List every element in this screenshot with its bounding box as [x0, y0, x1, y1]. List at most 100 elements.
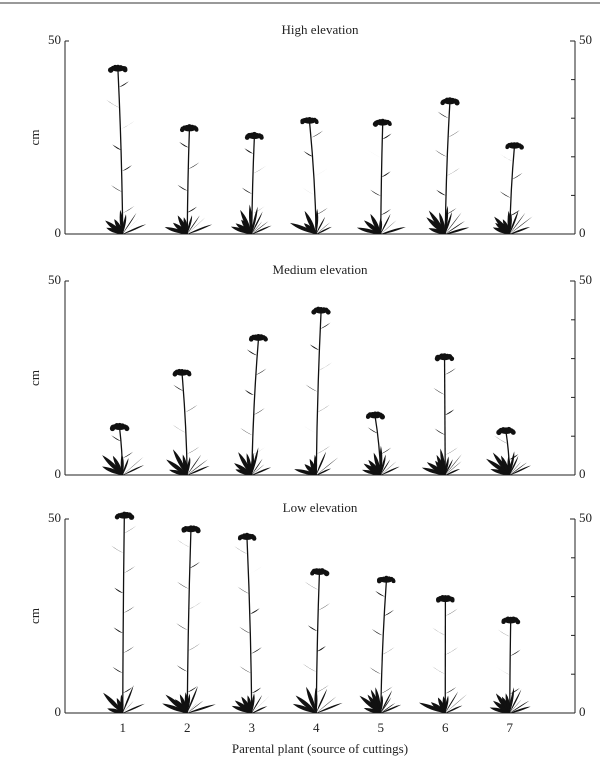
- leaf: [187, 701, 199, 713]
- leaf: [289, 222, 317, 234]
- leaf: [380, 459, 390, 475]
- stem: [380, 581, 388, 714]
- flower-head: [504, 618, 517, 624]
- plant: [489, 616, 531, 714]
- x-tick-label: 6: [442, 720, 449, 735]
- flower-head: [315, 308, 328, 314]
- leaf: [316, 457, 339, 475]
- flower-head: [508, 143, 521, 149]
- flower: [248, 337, 254, 342]
- stem-leaf: [123, 606, 135, 614]
- flower: [244, 135, 250, 140]
- flower-head: [443, 99, 456, 105]
- leaf: [486, 458, 510, 475]
- stem-leaf: [251, 647, 262, 654]
- leaf: [509, 451, 515, 475]
- plant: [421, 353, 462, 476]
- y-axis-label: cm: [27, 130, 42, 146]
- flower: [181, 528, 186, 533]
- leaf: [509, 462, 527, 475]
- leaf: [179, 694, 188, 713]
- stem: [122, 517, 125, 714]
- stem-leaf: [433, 387, 445, 395]
- stem-leaf: [122, 646, 135, 654]
- flower-head: [303, 118, 316, 124]
- stem-leaf: [509, 454, 519, 460]
- stem-leaf: [311, 130, 324, 138]
- stem-leaf: [446, 167, 460, 177]
- leaf: [251, 211, 263, 234]
- stem-leaf: [179, 141, 189, 148]
- stem-leaf: [368, 150, 382, 159]
- leaf: [316, 451, 327, 475]
- leaf: [106, 227, 123, 234]
- leaf: [363, 707, 381, 714]
- stem-leaf: [239, 666, 252, 674]
- y-tick-label: 0: [55, 466, 62, 481]
- leaf: [505, 693, 510, 713]
- plant: [105, 64, 147, 235]
- leaf: [187, 224, 213, 234]
- leaf: [509, 212, 526, 234]
- leaf: [426, 462, 446, 475]
- leaf: [247, 695, 252, 713]
- stem-leaf: [496, 667, 510, 675]
- leaf: [380, 466, 400, 475]
- leaf: [304, 464, 317, 475]
- stem-leaf: [244, 148, 254, 154]
- leaf: [309, 458, 317, 475]
- stem-leaf: [499, 191, 511, 198]
- flower: [501, 619, 506, 624]
- leaf: [380, 226, 406, 234]
- leaf: [122, 703, 145, 713]
- stem-leaf: [509, 688, 520, 694]
- flower-head: [176, 370, 189, 376]
- y2-tick-label: 50: [579, 272, 592, 287]
- leaf: [122, 212, 137, 234]
- stem-leaf: [123, 566, 136, 574]
- plant: [361, 411, 400, 476]
- stem-leaf: [375, 590, 385, 597]
- plant: [164, 124, 213, 235]
- leaf: [182, 454, 188, 475]
- leaf: [445, 459, 453, 475]
- leaf: [166, 459, 188, 475]
- stem-leaf: [176, 623, 188, 631]
- leaf: [187, 700, 204, 713]
- leaf: [122, 685, 134, 713]
- flower: [440, 100, 445, 106]
- stem-leaf: [383, 609, 395, 616]
- stem-leaf: [369, 667, 382, 675]
- leaf: [500, 455, 510, 475]
- y-tick-label: 50: [48, 32, 61, 47]
- stem-leaf: [119, 81, 129, 88]
- leaf: [241, 696, 252, 713]
- leaf: [439, 212, 446, 234]
- leaf: [303, 223, 317, 234]
- leaf: [363, 220, 381, 234]
- stem-leaf: [122, 165, 132, 172]
- stem-leaf: [122, 687, 133, 694]
- flower-head: [500, 428, 513, 434]
- leaf: [361, 469, 381, 476]
- stem-leaf: [445, 447, 458, 455]
- y2-tick-label: 50: [579, 32, 592, 47]
- panel-title: Medium elevation: [273, 262, 368, 277]
- leaf: [234, 700, 252, 713]
- leaf: [251, 464, 265, 475]
- stem-leaf: [432, 627, 446, 636]
- leaf: [251, 467, 272, 475]
- flower-head: [184, 527, 197, 533]
- stem: [117, 70, 124, 235]
- stem-leaf: [314, 168, 328, 177]
- stem: [380, 124, 384, 235]
- flower-head: [118, 513, 131, 519]
- stem-leaf: [240, 427, 253, 436]
- leaf: [380, 220, 397, 234]
- leaf: [122, 700, 134, 713]
- stem-leaf: [316, 684, 329, 693]
- leaf: [316, 216, 325, 234]
- stem-leaf: [316, 646, 326, 652]
- leaf: [445, 454, 462, 475]
- leaf: [444, 456, 449, 475]
